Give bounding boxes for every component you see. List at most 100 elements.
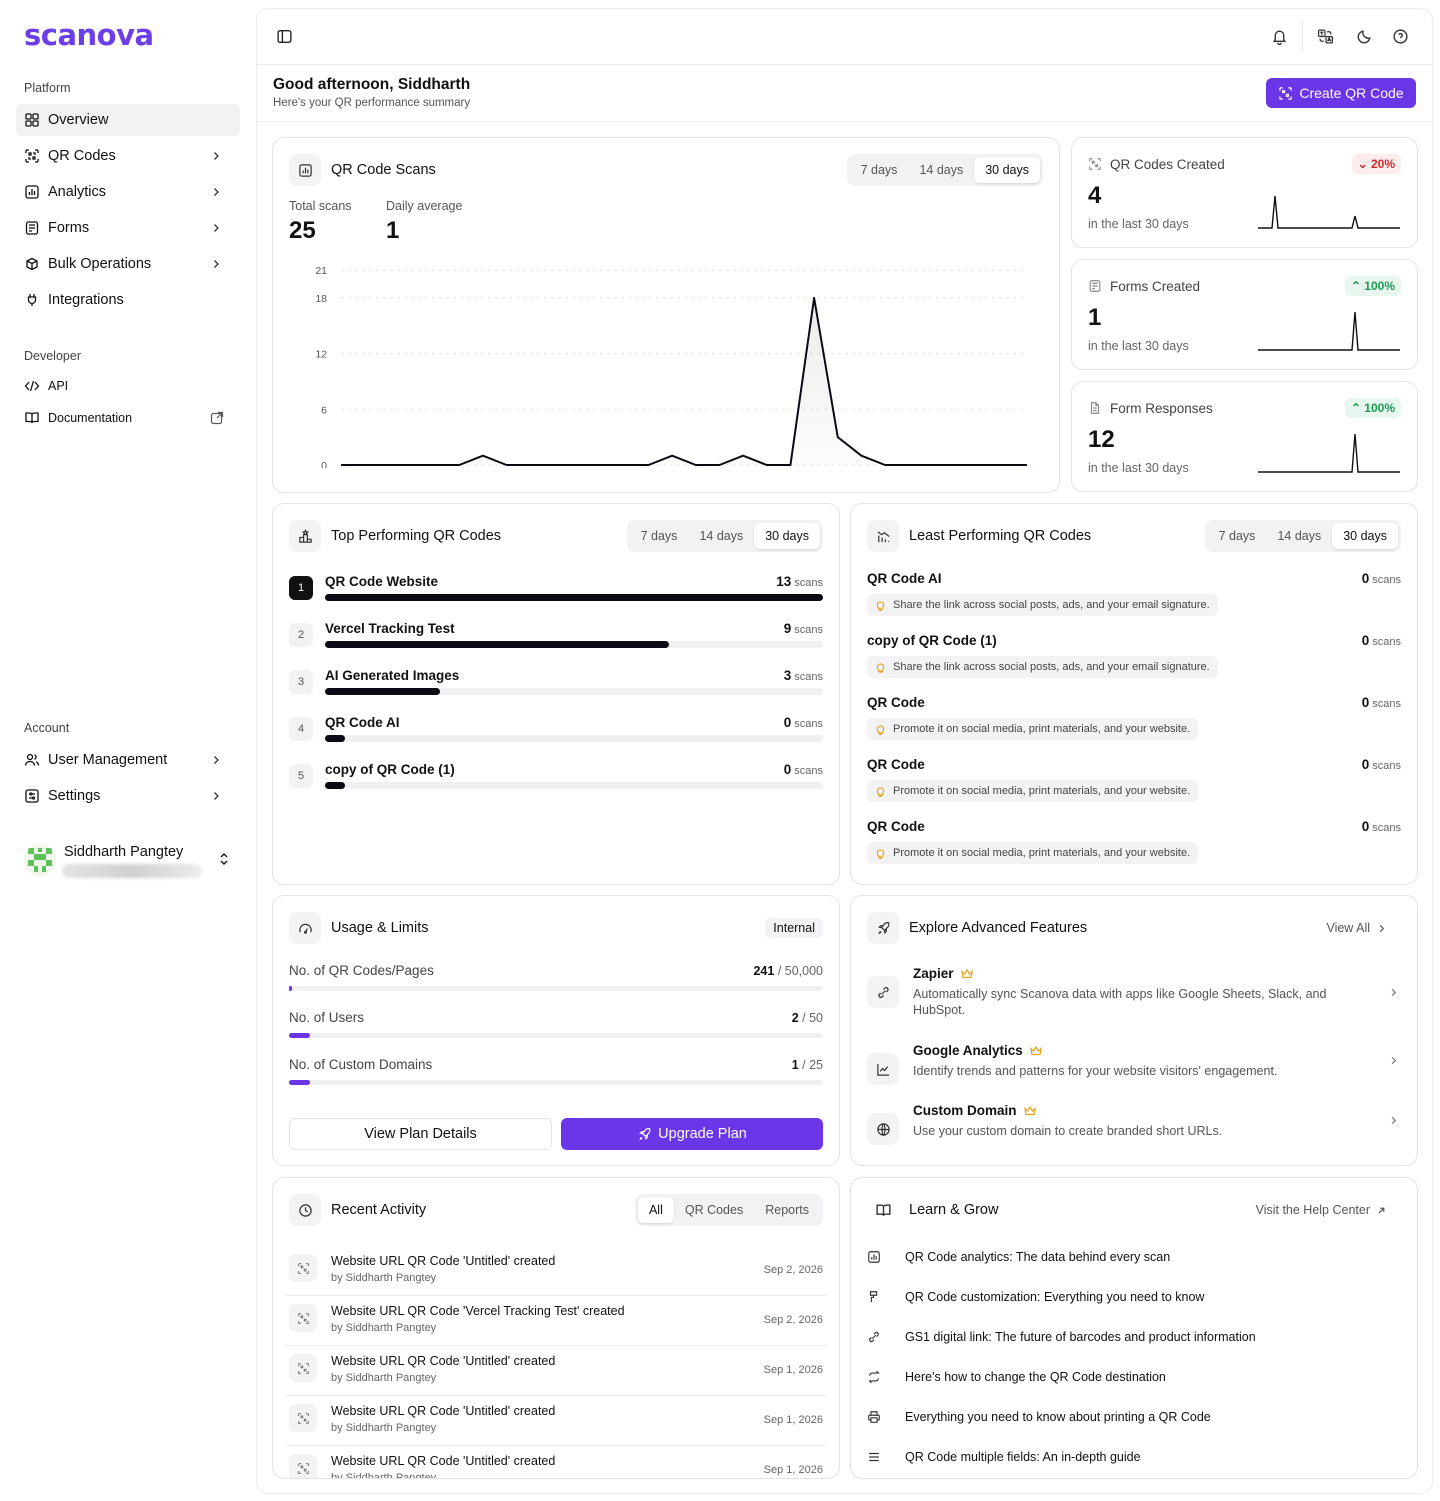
activity-date: Sep 2, 2026 [763, 1264, 823, 1276]
range-7-days[interactable]: 7 days [1218, 529, 1256, 543]
qr-name[interactable]: QR Code [867, 695, 925, 710]
sidebar-item-forms[interactable]: Forms [16, 212, 240, 244]
sidebar-item-api[interactable]: API [16, 370, 240, 402]
lightbulb-icon [876, 724, 885, 735]
help-icon[interactable] [1392, 28, 1409, 45]
usage-value: 2 / 50 [791, 1011, 823, 1025]
user-menu[interactable]: Siddharth Pangtey [24, 842, 240, 882]
activity-row[interactable]: Website URL QR Code 'Vercel Tracking Tes… [285, 1296, 827, 1346]
qr-scan-icon [297, 1262, 309, 1274]
feature-icon-box [867, 976, 899, 1008]
activity-row[interactable]: Website URL QR Code 'Untitled' created by… [285, 1246, 827, 1296]
filter-qr-codes[interactable]: QR Codes [684, 1203, 744, 1217]
range-7-days[interactable]: 7 days [640, 529, 678, 543]
external-link-icon [210, 411, 224, 425]
feature-title[interactable]: Zapier [913, 966, 974, 981]
learn-article-link[interactable]: QR Code customization: Everything you ne… [867, 1290, 1204, 1304]
feature-description: Identify trends and patterns for your we… [913, 1064, 1278, 1078]
translate-icon[interactable] [1317, 28, 1334, 45]
avatar [24, 844, 56, 876]
range-30-days[interactable]: 30 days [974, 157, 1040, 183]
sidebar-item-analytics[interactable]: Analytics [16, 176, 240, 208]
range-14-days[interactable]: 14 days [919, 163, 964, 177]
filter-reports[interactable]: Reports [765, 1203, 809, 1217]
help-center-link[interactable]: Visit the Help Center [1256, 1203, 1387, 1217]
tip-badge: Promote it on social media, print materi… [867, 780, 1199, 802]
zapier-link-icon [877, 986, 889, 998]
qr-name[interactable]: Vercel Tracking Test [325, 621, 455, 636]
learn-article-title: QR Code analytics: The data behind every… [905, 1250, 1171, 1264]
create-qr-code-button[interactable]: Create QR Code [1266, 78, 1416, 108]
arrow-up-right-icon [1378, 1207, 1385, 1213]
range-30-days[interactable]: 30 days [754, 523, 820, 549]
sidebar-item-label: User Management [48, 752, 168, 768]
row-divider [285, 1345, 827, 1346]
boxes-icon [26, 257, 38, 271]
upgrade-plan-button[interactable]: Upgrade Plan [561, 1118, 823, 1150]
chevron-right-icon [214, 756, 219, 764]
qr-name[interactable]: copy of QR Code (1) [325, 762, 455, 777]
sidebar-item-bulk-operations[interactable]: Bulk Operations [16, 248, 240, 280]
row-divider [285, 1445, 827, 1446]
range-30-days[interactable]: 30 days [1332, 523, 1398, 549]
filter-all[interactable]: All [637, 1197, 674, 1223]
view-plan-details-button[interactable]: View Plan Details [289, 1118, 552, 1150]
feature-title[interactable]: Custom Domain [913, 1103, 1037, 1118]
scan-bar-fill [325, 594, 823, 601]
sidebar-item-settings[interactable]: Settings [16, 780, 240, 812]
feature-title[interactable]: Google Analytics [913, 1043, 1043, 1058]
view-all-link[interactable]: View All [1326, 921, 1387, 935]
qr-name[interactable]: QR Code [867, 819, 925, 834]
chevron-right-icon [1391, 1116, 1397, 1125]
y-tick-label: 6 [321, 404, 327, 416]
stat-title: QR Codes Created [1110, 157, 1225, 172]
learn-article-link[interactable]: Here's how to change the QR Code destina… [867, 1370, 1166, 1384]
scan-bar-fill [325, 782, 345, 789]
scans-line-chart: 0612182113 Aug18 Aug24 Aug30 Aug4 Sep9 S… [315, 265, 1027, 468]
usage-bar-fill [289, 1033, 311, 1038]
qr-name[interactable]: QR Code AI [867, 571, 942, 586]
learn-article-link[interactable]: GS1 digital link: The future of barcodes… [867, 1330, 1256, 1344]
qr-scan-icon [25, 149, 39, 163]
qr-scan-icon [297, 1412, 309, 1424]
scan-count: 0 scans [1361, 571, 1401, 586]
feature-chevron[interactable] [1388, 985, 1399, 997]
card-title: Least Performing QR Codes [909, 528, 1092, 544]
qr-name[interactable]: QR Code [867, 757, 925, 772]
learn-article-title: Here's how to change the QR Code destina… [905, 1370, 1166, 1384]
learn-article-link[interactable]: Everything you need to know about printi… [867, 1410, 1211, 1424]
sidebar: scanova Platform Overview QR Codes Analy… [0, 0, 256, 1501]
activity-row[interactable]: Website URL QR Code 'Untitled' created by… [285, 1446, 827, 1478]
sidebar-item-user-management[interactable]: User Management [16, 744, 240, 776]
activity-author: by Siddharth Pangtey [331, 1272, 437, 1284]
sparkline [1258, 195, 1400, 229]
activity-icon-box [289, 1304, 317, 1332]
qr-name[interactable]: QR Code AI [325, 715, 400, 730]
sidebar-item-qr-codes[interactable]: QR Codes [16, 140, 240, 172]
sidebar-item-integrations[interactable]: Integrations [16, 284, 240, 316]
qr-name[interactable]: QR Code Website [325, 574, 439, 589]
sidebar-item-documentation[interactable]: Documentation [16, 402, 240, 434]
bell-icon[interactable] [1271, 28, 1288, 45]
qr-name[interactable]: AI Generated Images [325, 668, 460, 683]
activity-row[interactable]: Website URL QR Code 'Untitled' created by… [285, 1396, 827, 1446]
stat-title: Form Responses [1110, 401, 1213, 416]
sidebar-toggle-icon[interactable] [276, 28, 293, 45]
activity-date: Sep 1, 2026 [763, 1464, 823, 1476]
learn-article-link[interactable]: QR Code analytics: The data behind every… [867, 1250, 1170, 1264]
feature-chevron[interactable] [1388, 1113, 1399, 1125]
range-7-days[interactable]: 7 days [860, 163, 898, 177]
range-14-days[interactable]: 14 days [1277, 529, 1322, 543]
learn-article-link[interactable]: QR Code multiple fields: An in-depth gui… [867, 1450, 1141, 1464]
tip-badge: Promote it on social media, print materi… [867, 718, 1199, 740]
qr-scan-icon [1279, 86, 1293, 100]
activity-icon-box [289, 1254, 317, 1282]
moon-icon[interactable] [1356, 28, 1373, 45]
qr-name[interactable]: copy of QR Code (1) [867, 633, 997, 648]
activity-row[interactable]: Website URL QR Code 'Untitled' created by… [285, 1346, 827, 1396]
feature-chevron[interactable] [1388, 1053, 1399, 1065]
sidebar-item-overview[interactable]: Overview [16, 104, 240, 136]
range-14-days[interactable]: 14 days [699, 529, 744, 543]
scanova-logo[interactable]: scanova [24, 18, 154, 52]
usage-bar-fill [289, 1080, 311, 1085]
